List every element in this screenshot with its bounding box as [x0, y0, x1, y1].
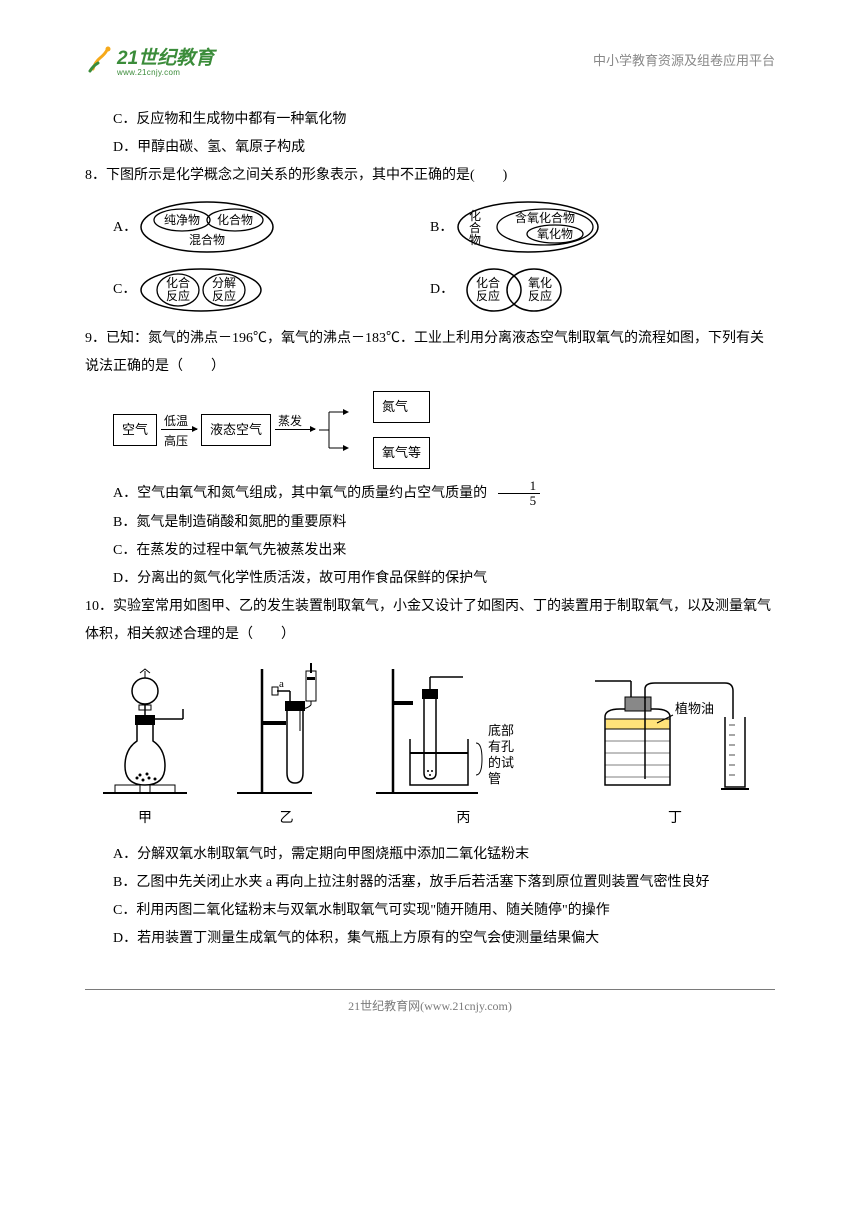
svg-text:a: a	[279, 678, 284, 690]
q10-D: D．若用装置丁测量生成氧气的体积，集气瓶上方原有的空气会使测量结果偏大	[85, 925, 775, 953]
q9-B: B．氮气是制造硝酸和氮肥的重要原料	[85, 509, 775, 537]
label-jia: 甲	[85, 805, 205, 833]
svg-text:化合物: 化合物	[217, 212, 253, 227]
q9-D: D．分离出的氮气化学性质活泼，故可用作食品保鲜的保护气	[85, 565, 775, 593]
q7-option-c: C．反应物和生成物中都有一种氧化物	[85, 106, 775, 134]
svg-text:植物油: 植物油	[675, 701, 714, 716]
runner-icon	[85, 44, 115, 74]
apparatus-bing: 底部 有孔 的试 管	[368, 661, 558, 801]
svg-text:反应: 反应	[476, 288, 500, 303]
flow-box-n2: 氮气	[373, 391, 430, 423]
flow-box-liquid-air: 液态空气	[201, 414, 271, 446]
q8-row1: A． 纯净物 化合物 混合物 B． 化 合 物 含氧化合物 氧化物	[85, 200, 775, 255]
flow-box-o2: 氧气等	[373, 437, 430, 469]
q9-flowchart: 空气 低温 高压 液态空气 蒸发 氮气 氧气等	[113, 391, 775, 469]
svg-text:混合物: 混合物	[189, 232, 225, 247]
apparatus-jia	[85, 661, 205, 801]
q8-row2: C． 化合 反应 分解 反应 D． 化合 反应 氧化 反应	[85, 265, 775, 315]
q9-C: C．在蒸发的过程中氧气先被蒸发出来	[85, 537, 775, 565]
label-ding: 丁	[575, 805, 775, 833]
page-header: 21世纪教育 www.21cnjy.com 中小学教育资源及组卷应用平台	[85, 40, 775, 82]
svg-text:反应: 反应	[166, 288, 190, 303]
q9-stem: 9．已知：氮气的沸点－196℃，氧气的沸点－183℃．工业上利用分离液态空气制取…	[85, 325, 775, 381]
svg-text:分解: 分解	[212, 276, 236, 290]
apparatus-ding: 植物油	[575, 661, 775, 801]
q7-option-d: D．甲醇由碳、氢、氧原子构成	[85, 134, 775, 162]
q9-A: A．空气由氧气和氮气组成，其中氧气的质量约占空气质量的 1 5	[85, 479, 775, 509]
label-bing: 丙	[368, 805, 558, 833]
flow-arrow-1: 低温 高压	[161, 415, 197, 445]
svg-text:管: 管	[488, 771, 501, 786]
q10-C: C．利用丙图二氧化锰粉末与双氧水制取氧气可实现"随开随用、随关随停"的操作	[85, 897, 775, 925]
flow-box-air: 空气	[113, 414, 157, 446]
fraction-one-fifth: 1 5	[498, 479, 541, 509]
footer-text: 21世纪教育网(www.21cnjy.com)	[85, 994, 775, 1018]
svg-text:含氧化合物: 含氧化合物	[515, 210, 575, 225]
apparatus-labels: 甲 乙 丙 丁	[85, 805, 775, 833]
flow-arrow-2: 蒸发	[275, 415, 315, 445]
svg-text:物: 物	[469, 233, 481, 247]
svg-text:氧化物: 氧化物	[537, 227, 573, 241]
q8-D-diagram: 化合 反应 氧化 反应	[454, 265, 574, 315]
svg-text:纯净物: 纯净物	[164, 213, 200, 227]
q8-B-label: B．	[430, 214, 453, 242]
q8-A-diagram: 纯净物 化合物 混合物	[137, 200, 277, 255]
q8-C-label: C．	[113, 276, 136, 304]
q8-A-label: A．	[113, 214, 137, 242]
svg-text:底部: 底部	[488, 723, 514, 738]
svg-text:的试: 的试	[488, 755, 514, 770]
flow-branch-icon	[319, 400, 349, 460]
label-yi: 乙	[222, 805, 352, 833]
q10-stem: 10．实验室常用如图甲、乙的发生装置制取氧气，小金又设计了如图丙、丁的装置用于制…	[85, 593, 775, 649]
q8-B-diagram: 化 合 物 含氧化合物 氧化物	[453, 200, 603, 255]
q8-C-diagram: 化合 反应 分解 反应	[136, 265, 266, 315]
svg-text:化合: 化合	[476, 275, 500, 290]
svg-text:反应: 反应	[528, 288, 552, 303]
apparatus-yi: a	[222, 661, 352, 801]
svg-text:化合: 化合	[166, 275, 190, 290]
logo-url: www.21cnjy.com	[117, 65, 180, 81]
q10-A: A．分解双氧水制取氧气时，需定期向甲图烧瓶中添加二氧化锰粉末	[85, 841, 775, 869]
logo: 21世纪教育 www.21cnjy.com	[85, 40, 230, 82]
q10-apparatus-row: a 底部 有孔 的试 管 植物油	[85, 661, 775, 801]
svg-text:反应: 反应	[212, 288, 236, 303]
svg-text:氧化: 氧化	[528, 276, 552, 290]
q8-stem: 8．下图所示是化学概念之间关系的形象表示，其中不正确的是( )	[85, 162, 775, 190]
q8-D-label: D．	[430, 276, 454, 304]
page-footer: 21世纪教育网(www.21cnjy.com)	[85, 989, 775, 1018]
svg-text:有孔: 有孔	[488, 739, 514, 754]
header-banner: 中小学教育资源及组卷应用平台	[593, 48, 775, 74]
q10-B: B．乙图中先关闭止水夹 a 再向上拉注射器的活塞，放手后若活塞下落到原位置则装置…	[85, 869, 775, 897]
